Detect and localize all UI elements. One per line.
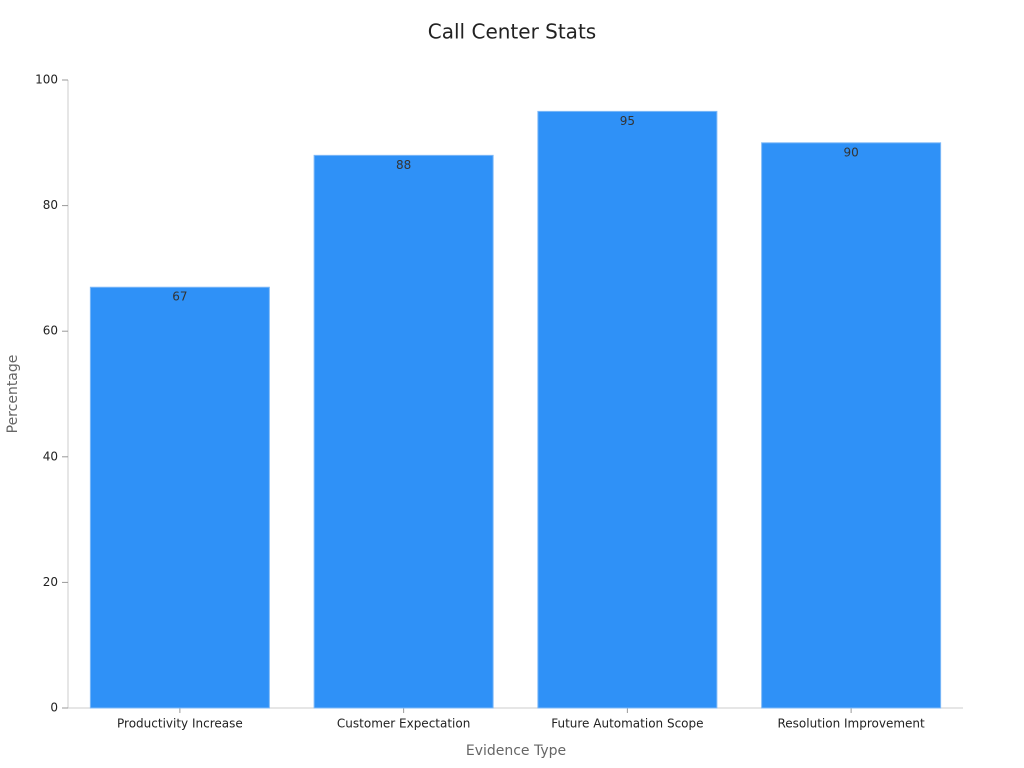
bar <box>89 286 270 709</box>
value-label: 88 <box>396 158 411 172</box>
value-label: 90 <box>843 145 858 159</box>
x-tick-label: Future Automation Scope <box>551 717 703 731</box>
x-tick-label: Productivity Increase <box>117 717 243 731</box>
y-tick-label: 0 <box>50 701 58 715</box>
x-tick-label: Resolution Improvement <box>778 717 926 731</box>
y-tick-label: 100 <box>35 73 58 87</box>
chart-title: Call Center Stats <box>428 20 596 44</box>
bar <box>761 142 942 709</box>
y-tick-label: 20 <box>43 575 58 589</box>
x-axis-label: Evidence Type <box>466 743 566 759</box>
y-tick-label: 40 <box>43 449 58 463</box>
value-label: 67 <box>172 290 187 304</box>
y-tick-label: 60 <box>43 324 58 338</box>
bar <box>537 110 718 709</box>
bar <box>313 154 494 709</box>
value-label: 95 <box>620 114 635 128</box>
y-tick-label: 80 <box>43 198 58 212</box>
x-tick-label: Customer Expectation <box>337 717 470 731</box>
y-axis-label: Percentage <box>5 355 21 434</box>
